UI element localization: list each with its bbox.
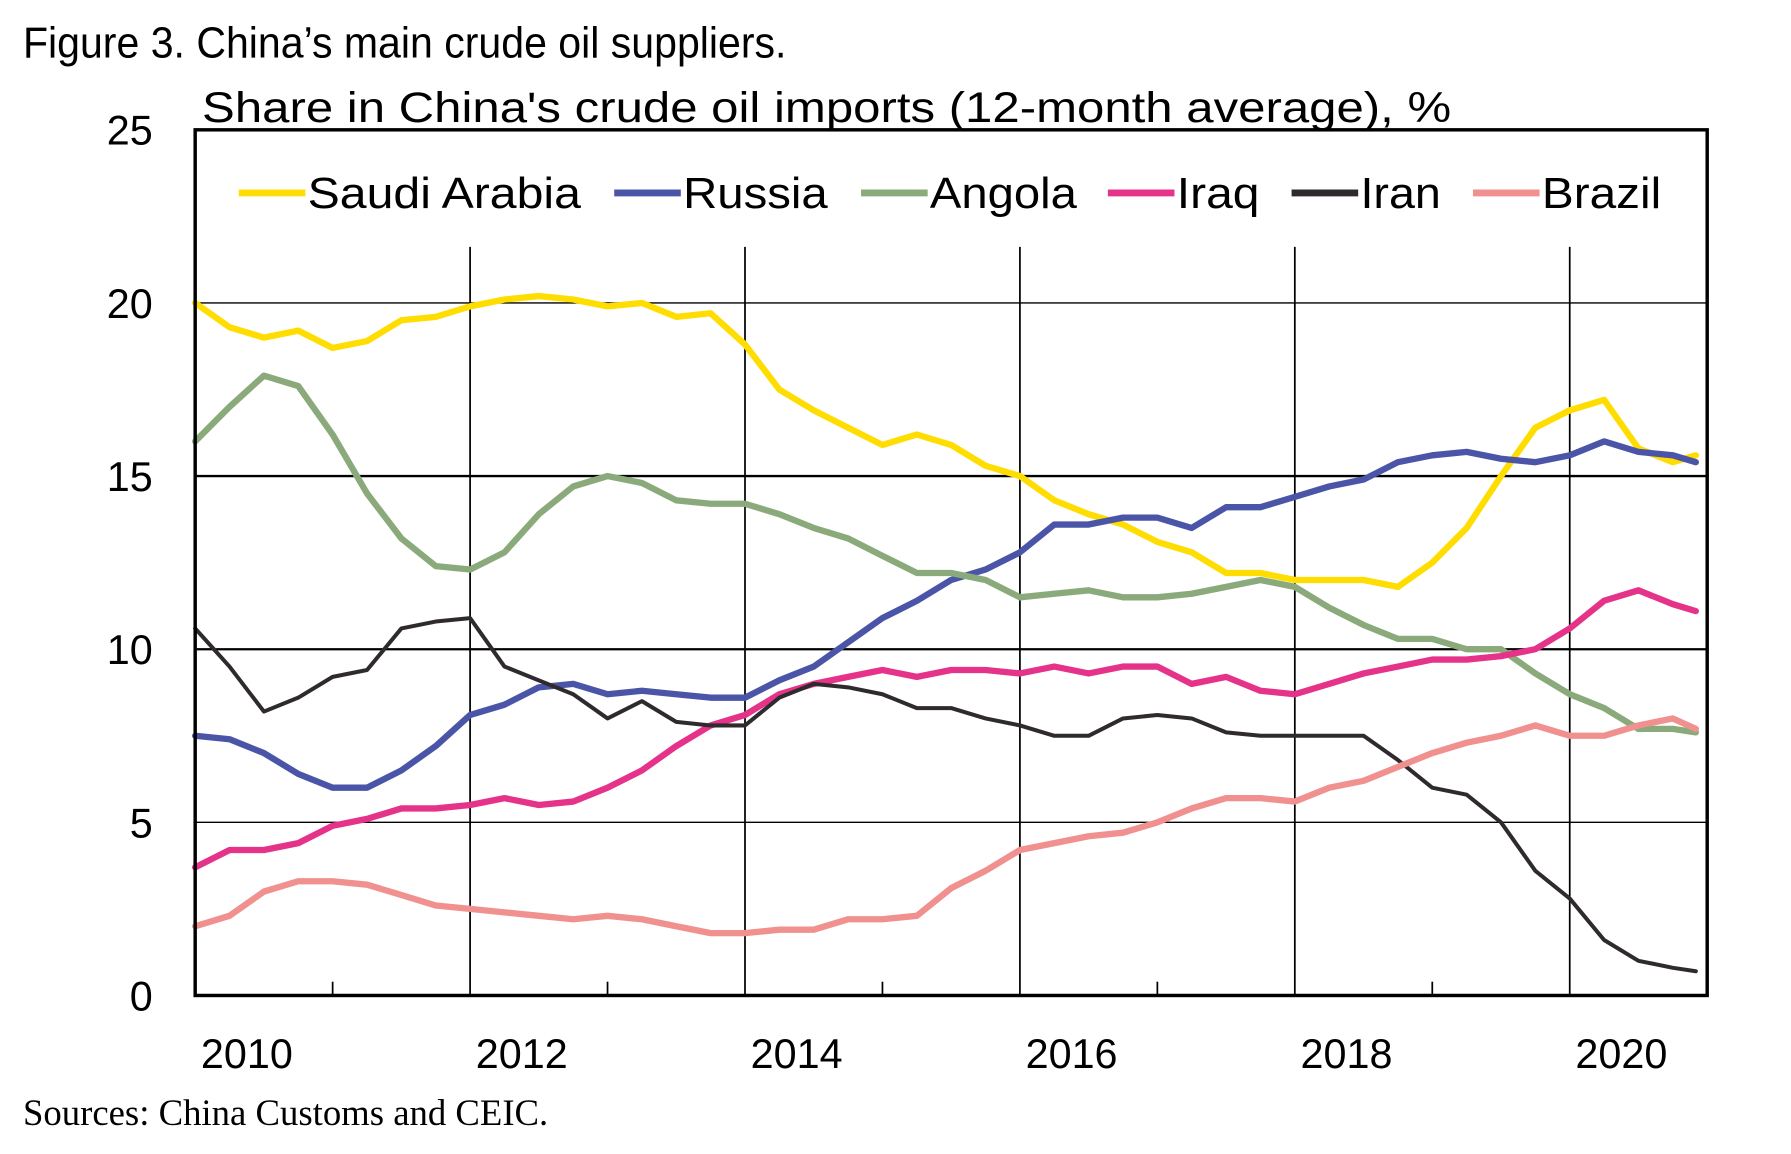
y-tick-label: 25 xyxy=(107,108,153,154)
series-line-brazil xyxy=(192,715,1699,937)
series-line-iran xyxy=(193,616,1698,974)
legend: Saudi Arabia Russia Angola Iraq Iran Brazil xyxy=(238,170,1661,218)
y-tick-label: 0 xyxy=(130,973,153,1019)
plot-frame xyxy=(193,128,1709,998)
legend-label-saudi-arabia: Saudi Arabia xyxy=(308,170,582,218)
series-line-angola xyxy=(192,372,1699,736)
series-line-russia xyxy=(192,438,1699,791)
y-axis: 0 5 10 15 20 25 xyxy=(107,108,153,1020)
x-tick-label: 2018 xyxy=(1301,1031,1393,1077)
y-tick-label: 10 xyxy=(107,627,153,673)
legend-label-angola: Angola xyxy=(930,170,1078,218)
x-tick-label: 2010 xyxy=(201,1031,293,1077)
x-axis: 2010 2012 2014 2016 2018 2020 xyxy=(201,981,1667,1077)
x-tick-label: 2014 xyxy=(751,1031,843,1077)
legend-label-iran: Iran xyxy=(1360,170,1440,218)
y-tick-label: 15 xyxy=(107,454,153,500)
figure-title: Figure 3. China’s main crude oil supplie… xyxy=(23,19,786,67)
x-tick-label: 2012 xyxy=(476,1031,568,1077)
y-tick-label: 5 xyxy=(130,800,153,846)
y-tick-label: 20 xyxy=(107,281,153,327)
legend-label-russia: Russia xyxy=(683,170,828,218)
legend-label-brazil: Brazil xyxy=(1542,170,1661,218)
x-tick-label: 2016 xyxy=(1026,1031,1118,1077)
series-line-saudi-arabia xyxy=(192,292,1699,591)
x-tick-label: 2020 xyxy=(1575,1031,1667,1077)
series-lines xyxy=(192,292,1699,974)
source-note: Sources: China Customs and CEIC. xyxy=(23,1092,548,1133)
legend-label-iraq: Iraq xyxy=(1177,170,1260,218)
gridlines xyxy=(195,246,1708,996)
series-line-iraq xyxy=(192,587,1699,871)
chart-subtitle: Share in China's crude oil imports (12-m… xyxy=(202,84,1451,131)
